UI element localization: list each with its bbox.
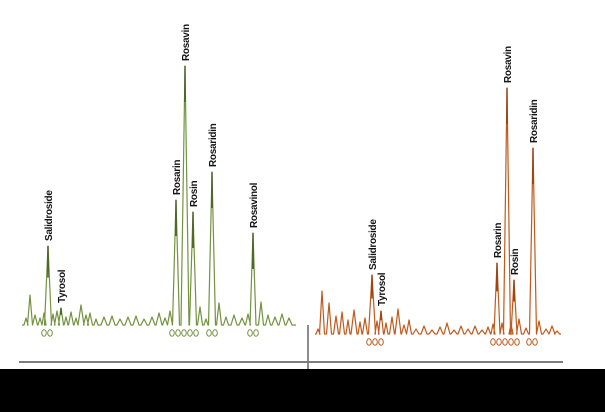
peak-label-rosin: Rosin [510,249,521,275]
integration-mark [187,329,193,337]
bottom-black-band [0,369,605,412]
peak-label-rosaridin: Rosaridin [529,99,540,143]
left-chromatogram-trace [22,65,296,326]
integration-mark [247,329,253,337]
peak-label-rosin: Rosin [189,181,200,207]
integration-mark [366,338,372,346]
integration-mark [193,329,199,337]
right-chromatogram-trace [315,87,561,335]
integration-mark [206,329,212,337]
left-chromatogram: Salidroside Tyrosol Rosarin Rosavin Rosin Ros… [22,24,296,337]
integration-mark [508,338,514,346]
integration-mark [514,338,520,346]
peak-label-rosarin: Rosarin [493,223,504,258]
integration-mark [502,338,508,346]
integration-mark [532,338,538,346]
peak-label-rosavinol: Rosavinol [249,182,260,228]
integration-mark [175,329,181,337]
integration-mark [41,329,47,337]
peak-label-rosaridin: Rosaridin [208,123,219,167]
integration-mark [378,338,384,346]
peak-label-salidroside: Salidroside [44,190,55,241]
integration-mark [212,329,218,337]
peak-label-rosarin: Rosarin [172,160,183,195]
peak-label-tyrosol: Tyrosol [57,269,68,303]
integration-mark [169,329,175,337]
integration-mark [372,338,378,346]
integration-mark [490,338,496,346]
integration-mark [181,329,187,337]
peak-label-salidroside: Salidroside [368,219,379,270]
integration-mark [526,338,532,346]
peak-label-rosavin: Rosavin [503,46,514,83]
integration-mark [496,338,502,346]
integration-mark [47,329,53,337]
peak-label-tyrosol: Tyrosol [377,272,388,306]
peak-label-rosavin: Rosavin [181,24,192,61]
right-chromatogram: Salidroside Tyrosol Rosarin Rosavin Rosin Ros… [315,46,561,346]
integration-mark [253,329,259,337]
